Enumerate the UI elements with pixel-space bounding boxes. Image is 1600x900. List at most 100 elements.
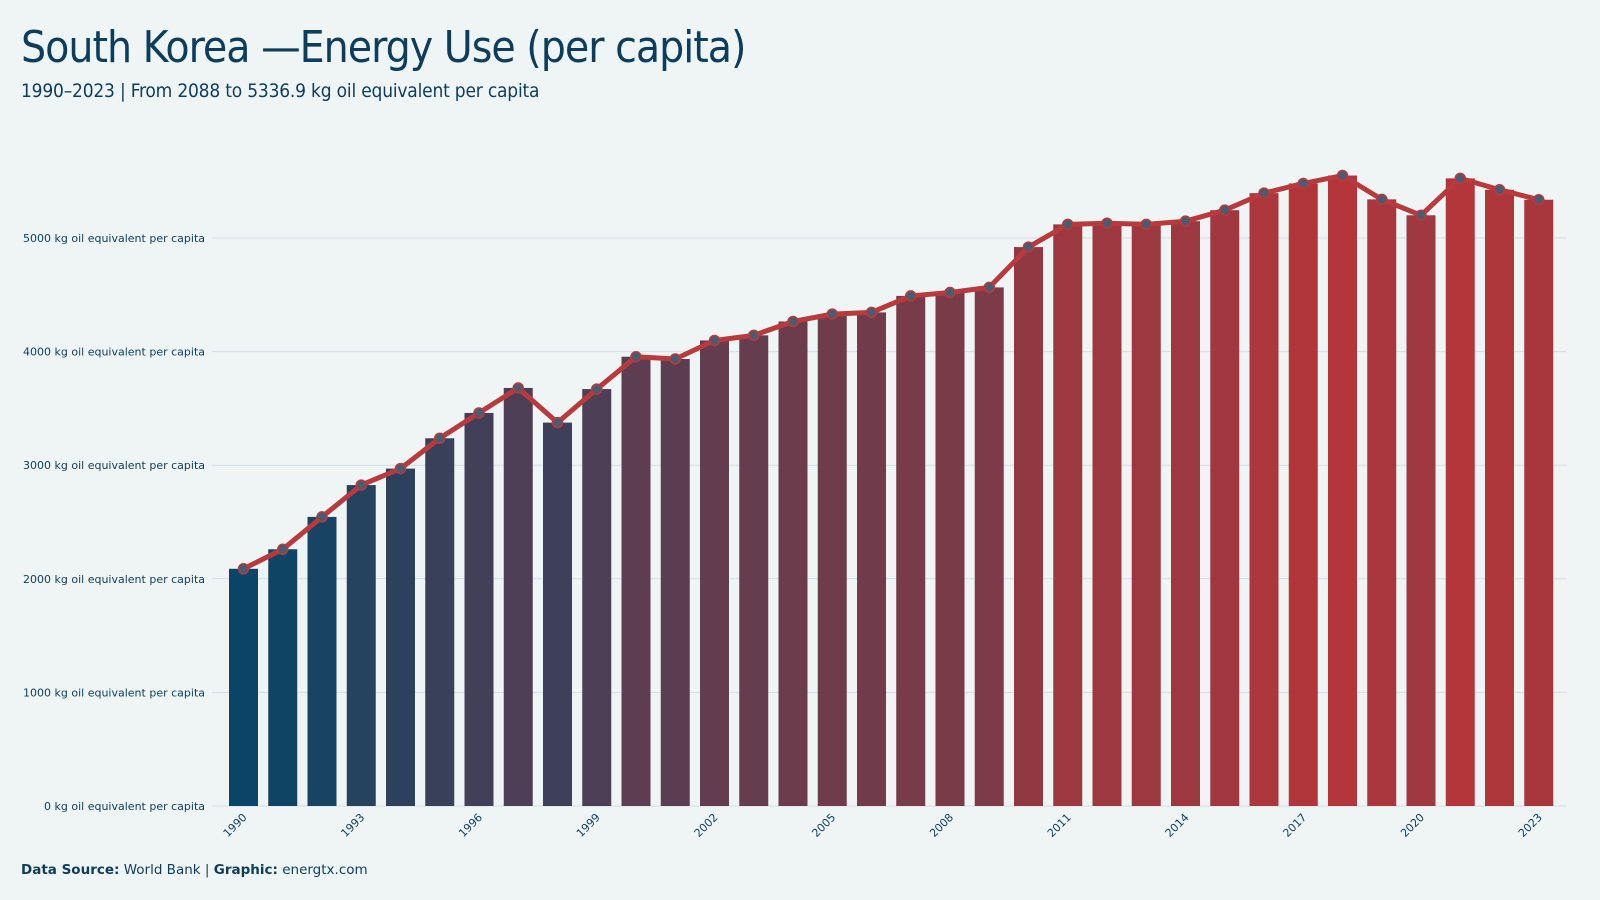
bar [1210,210,1240,807]
line-marker [826,308,838,320]
x-tick-label: 2017 [1280,811,1309,840]
bar [857,312,886,806]
source-label: Data Source: [21,862,120,878]
bar [935,292,965,806]
bar [700,340,729,806]
bar [1445,178,1475,807]
line-marker [1493,183,1506,196]
line-marker [512,382,524,394]
line-marker [630,350,642,363]
bar [1406,215,1436,806]
line-marker [591,383,603,395]
line-marker [1179,215,1192,227]
bar [543,422,572,806]
bar [582,389,612,806]
bar [1171,221,1200,806]
line-marker [1219,204,1231,216]
line-marker [1140,218,1152,231]
line-marker [316,511,328,523]
bar [974,287,1004,806]
x-tick-label: 2023 [1516,811,1545,840]
footer-credits: Data Source: World Bank | Graphic: energ… [21,862,368,878]
bar [778,321,808,806]
line-marker [1415,209,1427,222]
line-marker [1022,241,1035,253]
line-marker [394,462,407,475]
bar [1014,247,1043,806]
line-marker [277,543,289,556]
bar [1288,183,1318,807]
grid-lines [212,237,1567,807]
line-marker [787,315,799,328]
line-marker [1533,193,1545,206]
line-marker [1258,187,1270,199]
trend-line-path [241,173,1542,572]
line-marker [434,432,446,445]
graphic-value: energtx.com [282,862,368,878]
bar [386,468,415,806]
bar [464,412,494,806]
graphic-label: Graphic: [213,862,278,878]
source-value: World Bank [123,862,201,878]
chart-title: South Korea —Energy Use (per capita) [21,22,746,73]
bar [307,516,337,806]
y-tick-label: 1000 kg oil equivalent per capita [23,686,205,699]
bar [229,568,258,806]
line-marker [1454,172,1466,185]
y-tick-label: 3000 kg oil equivalent per capita [23,459,205,472]
line-marker [1376,193,1388,206]
line-marker [1297,177,1309,190]
line-marker [551,416,564,429]
bar [503,387,533,806]
bars [229,175,1554,807]
line-marker [865,306,878,319]
y-tick-label: 2000 kg oil equivalent per capita [23,573,205,586]
y-tick-label: 4000 kg oil equivalent per capita [23,346,205,359]
bar [660,358,690,806]
line-markers [237,169,1545,575]
bar [896,295,926,806]
bar [1131,224,1161,807]
bar [425,438,455,806]
bar [1249,193,1279,807]
line-marker [748,329,760,342]
bar [621,356,651,806]
x-tick-label: 2020 [1398,811,1427,840]
bar [1053,224,1083,807]
bar [1092,223,1122,806]
x-tick-label: 2008 [927,811,956,840]
chart-subtitle: 1990–2023 | From 2088 to 5336.9 kg oil e… [21,80,540,102]
bar [1328,175,1357,806]
line-marker [355,479,367,491]
bar [739,335,769,806]
line-marker [944,286,956,299]
x-tick-label: 2005 [809,811,838,840]
bar [268,549,298,806]
x-tick-label: 2011 [1045,811,1074,840]
line-marker [237,563,250,575]
y-tick-label: 5000 kg oil equivalent per capita [23,232,205,245]
bar [817,314,847,806]
line-marker [708,334,721,347]
line-marker [905,290,917,302]
bar [346,485,376,806]
x-tick-label: 1999 [574,811,603,840]
y-tick-label: 0 kg oil equivalent per capita [44,800,205,813]
line-marker [473,407,485,419]
line-marker [1101,217,1113,229]
bar [1367,199,1397,807]
x-tick-label: 2002 [692,811,721,840]
bar [1485,189,1514,807]
x-tick-label: 1993 [338,811,367,840]
trend-line [241,173,1542,572]
bar [1524,199,1554,807]
line-marker [983,281,995,294]
line-marker [669,353,681,365]
line-marker [1336,169,1349,182]
x-tick-label: 1996 [456,811,485,840]
x-tick-label: 2014 [1163,811,1192,840]
footer-separator: | [204,862,210,878]
x-axis-ticks: 1990 1993 1996 1999 2002 2005 2008 2011 2014 2017… [221,811,1545,840]
y-axis-ticks: 0 kg oil equivalent per capita 1000 kg oi… [23,232,205,813]
